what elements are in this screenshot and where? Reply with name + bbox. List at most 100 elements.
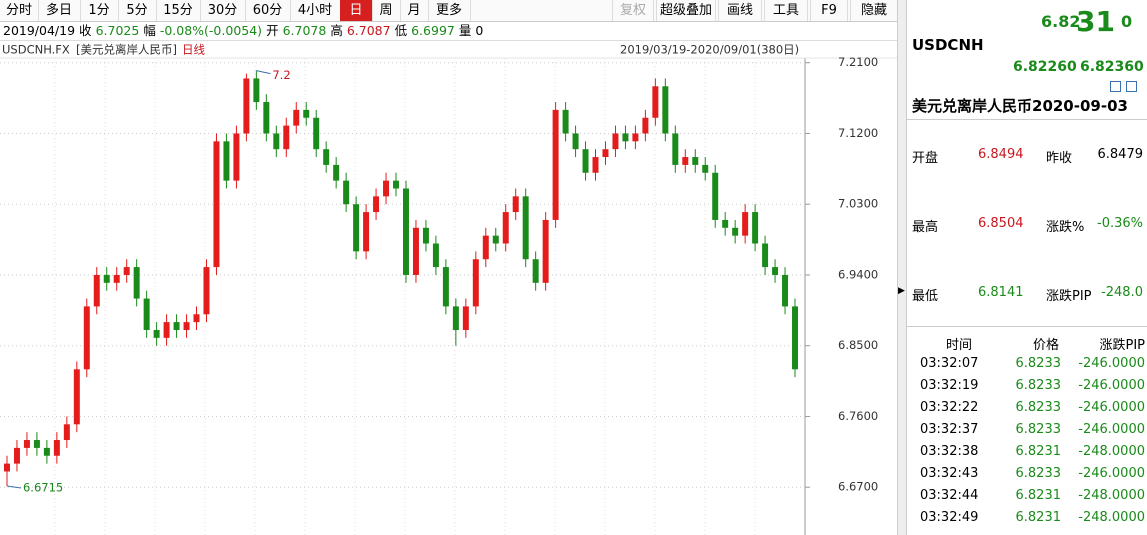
tick-time: 03:32:19 — [920, 378, 979, 393]
period-button[interactable]: 15分 — [156, 0, 201, 21]
candle-body — [253, 78, 260, 103]
candle-body — [143, 298, 150, 330]
ticks-header: 时间 — [946, 338, 973, 353]
candle-body — [183, 322, 190, 330]
stat-value: -0.36% — [1097, 216, 1143, 231]
info-volume-label: 量 — [458, 23, 472, 38]
candle-body — [712, 172, 719, 220]
tick-time: 03:32:07 — [920, 356, 979, 371]
tool-button[interactable]: 隐藏 — [850, 0, 898, 21]
info-open: 6.7078 — [282, 23, 327, 38]
candle-body — [582, 149, 589, 173]
stat-value: 6.8494 — [978, 147, 1024, 162]
period-button[interactable]: 日 — [340, 0, 373, 21]
candle-body — [492, 235, 499, 244]
toolbar: 分时 多日 1分 5分 15分 30分 60分 4小时日周月更多 复权 超级叠加 画线 工具 F9 隐藏 — [0, 0, 898, 22]
y-tick-label: 6.8500 — [838, 338, 878, 352]
tool-button[interactable]: F9 — [810, 0, 848, 21]
candle-body — [363, 212, 370, 252]
candle-body — [113, 274, 120, 283]
divider — [906, 326, 1147, 327]
info-close-label: 收 — [79, 23, 92, 38]
stat-value: 6.8504 — [978, 216, 1024, 231]
period-button[interactable]: 1分 — [80, 0, 119, 21]
candle-body — [313, 117, 320, 150]
candle-body — [402, 188, 409, 275]
candle-body — [263, 102, 270, 134]
candle-body — [542, 219, 549, 283]
quote-panel: 6.82 31 0 USDCNH 6.82260 6.82360 美元兑离岸人民币2020-… — [906, 0, 1147, 535]
candle-body — [412, 227, 419, 275]
candle-body — [672, 133, 679, 165]
candle-body — [73, 369, 80, 425]
chart-period: 日线 — [182, 43, 205, 57]
tick-pip: -246.0000 — [1078, 356, 1145, 371]
tool-button[interactable]: 画线 — [718, 0, 762, 21]
candle-body — [792, 306, 799, 370]
info-change: -0.08%(-0.0054) — [159, 23, 263, 38]
candle-body — [33, 440, 40, 448]
candle-body — [732, 227, 739, 236]
period-button[interactable]: 分时 — [0, 0, 39, 21]
tick-pip: -246.0000 — [1078, 422, 1145, 437]
period-button[interactable]: 4小时 — [290, 0, 341, 21]
tick-time: 03:32:38 — [920, 444, 979, 459]
tool-button[interactable]: 工具 — [764, 0, 808, 21]
panel-title: 美元兑离岸人民币2020-09-03 — [912, 97, 1128, 115]
candle-body — [532, 259, 539, 283]
tick-price: 6.8233 — [1015, 466, 1062, 481]
price-big: 31 — [1076, 5, 1115, 38]
price-head: 6.82 — [1041, 12, 1081, 31]
candle-body — [742, 212, 749, 236]
candle-body — [83, 306, 90, 370]
divider — [906, 119, 1147, 120]
icon-button[interactable] — [1126, 81, 1137, 92]
candle-body — [23, 440, 30, 448]
y-tick-label: 6.6700 — [838, 480, 878, 494]
period-button[interactable]: 更多 — [428, 0, 471, 21]
candle-body — [3, 463, 10, 472]
tick-pip: -248.0000 — [1078, 444, 1145, 459]
candle-body — [53, 440, 60, 456]
candle-body — [103, 274, 110, 283]
ask: 6.82360 — [1080, 59, 1144, 75]
tick-pip: -248.0000 — [1078, 510, 1145, 525]
tick-price: 6.8233 — [1015, 400, 1062, 415]
tick-pip: -246.0000 — [1078, 466, 1145, 481]
icon-button[interactable] — [1110, 81, 1121, 92]
candle-body — [602, 149, 609, 158]
chart-name: [美元兑离岸人民币] — [76, 43, 177, 57]
candle-body — [572, 133, 579, 150]
candle-body — [772, 267, 779, 275]
tick-price: 6.8233 — [1015, 356, 1062, 371]
period-button[interactable]: 月 — [400, 0, 429, 21]
info-high-label: 高 — [330, 23, 343, 38]
period-button[interactable]: 60分 — [245, 0, 291, 21]
splitter[interactable]: ▶ — [897, 0, 907, 535]
chart-symbol: USDCNH.FX — [2, 43, 70, 57]
stat-label: 涨跌PIP — [1046, 289, 1092, 304]
tick-time: 03:32:22 — [920, 400, 979, 415]
candle-body — [343, 180, 350, 205]
candle-body — [213, 141, 220, 268]
candle-body — [502, 212, 509, 244]
period-button[interactable]: 周 — [372, 0, 401, 21]
info-high: 6.7087 — [346, 23, 391, 38]
period-button[interactable]: 30分 — [200, 0, 246, 21]
candle-body — [273, 133, 280, 150]
tool-button[interactable]: 超级叠加 — [656, 0, 716, 21]
max-label: 7.2 — [272, 68, 290, 82]
candle-body — [223, 141, 230, 181]
candle-body — [522, 196, 529, 260]
info-close: 6.7025 — [95, 23, 140, 38]
info-volume: 0 — [475, 23, 484, 38]
stat-label: 开盘 — [912, 151, 939, 166]
tick-price: 6.8233 — [1015, 378, 1062, 393]
tool-button[interactable]: 复权 — [612, 0, 654, 21]
candle-body — [383, 180, 390, 197]
info-low-label: 低 — [394, 23, 408, 38]
candle-body — [512, 196, 519, 213]
period-button[interactable]: 多日 — [38, 0, 81, 21]
candle-body — [43, 447, 50, 456]
period-button[interactable]: 5分 — [118, 0, 157, 21]
